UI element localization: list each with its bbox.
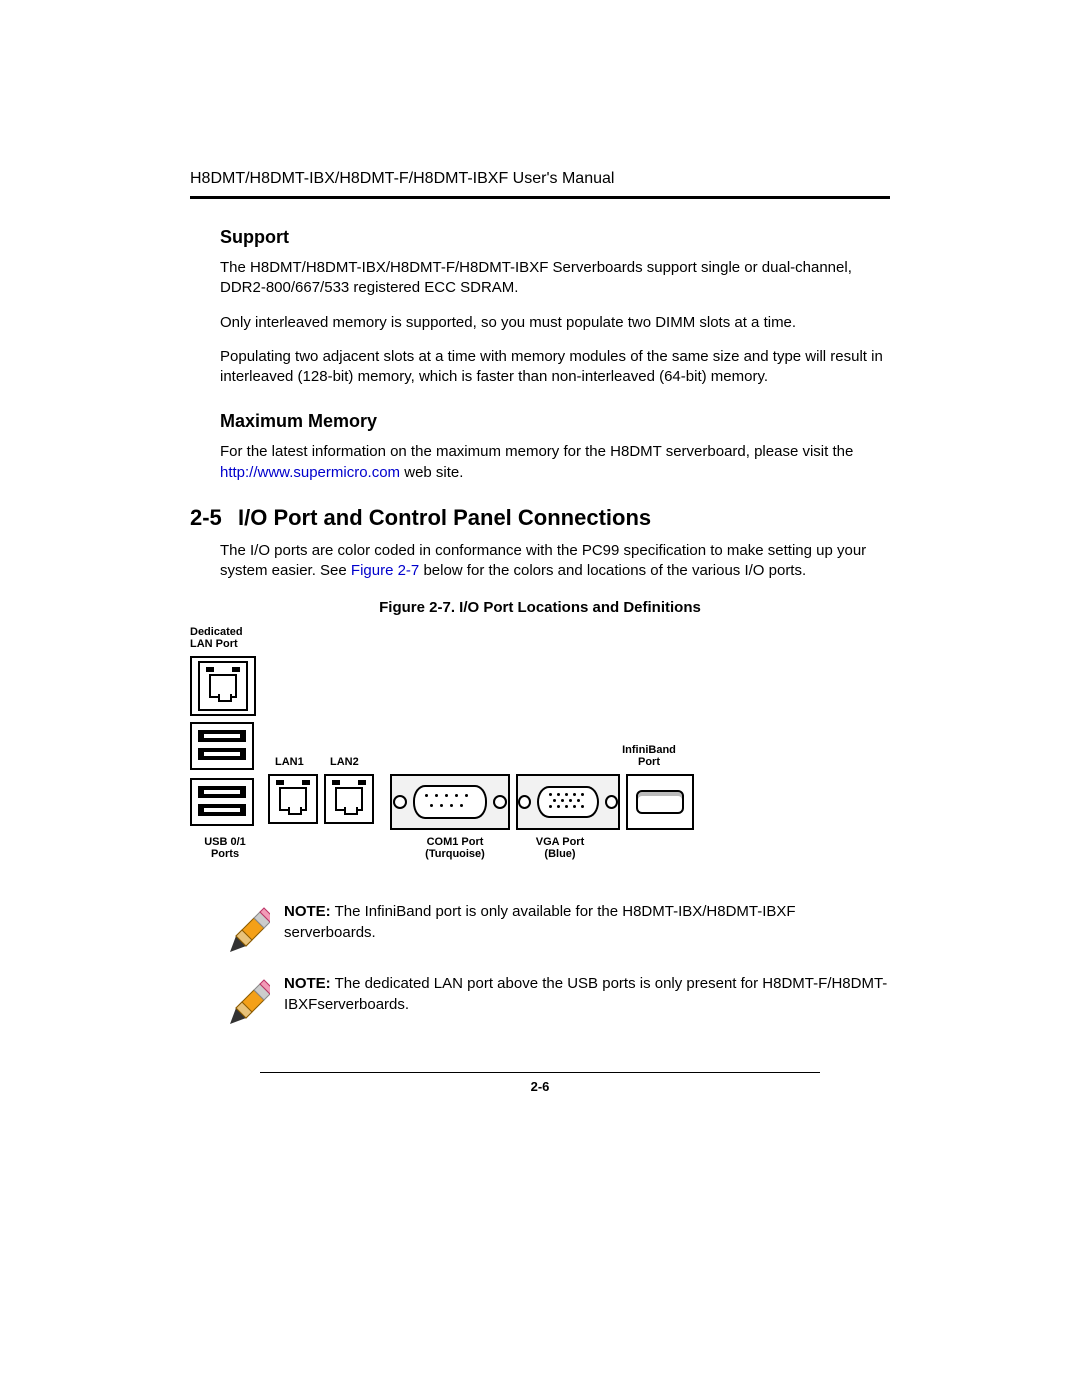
- pencil-icon: [220, 974, 270, 1030]
- vga-port: [516, 774, 620, 830]
- footer-rule: [260, 1072, 820, 1073]
- intro-text-b: below for the colors and locations of th…: [419, 562, 806, 579]
- com1-label: COM1 Port (Turquoise): [405, 836, 505, 860]
- note-1-prefix: NOTE:: [284, 903, 331, 920]
- com1-port: [390, 774, 510, 830]
- dedicated-lan-port: [190, 656, 256, 716]
- lan2-label: LAN2: [330, 756, 359, 768]
- supermicro-link[interactable]: http://www.supermicro.com: [220, 464, 400, 481]
- support-p1: The H8DMT/H8DMT-IBX/H8DMT-F/H8DMT-IBXF S…: [220, 258, 890, 299]
- section-number: 2-5: [190, 505, 238, 531]
- io-port-figure: Dedicated LAN Port LAN1 LAN2 InfiniBand …: [190, 626, 890, 886]
- lan1-label: LAN1: [275, 756, 304, 768]
- note-2-body: The dedicated LAN port above the USB por…: [284, 975, 887, 1012]
- maxmem-paragraph: For the latest information on the maximu…: [220, 442, 890, 483]
- usb-block-lower: [190, 778, 254, 826]
- usb-block-upper: [190, 722, 254, 770]
- support-heading: Support: [220, 227, 890, 248]
- manual-page: H8DMT/H8DMT-IBX/H8DMT-F/H8DMT-IBXF User'…: [180, 170, 900, 1154]
- note-1: NOTE: The InfiniBand port is only availa…: [220, 902, 890, 958]
- usb-label: USB 0/1 Ports: [190, 836, 260, 860]
- lan1-port: [268, 774, 318, 824]
- note-2: NOTE: The dedicated LAN port above the U…: [220, 974, 890, 1030]
- infiniband-label: InfiniBand Port: [614, 744, 684, 768]
- note-1-body: The InfiniBand port is only available fo…: [284, 903, 796, 940]
- note-1-text: NOTE: The InfiniBand port is only availa…: [284, 902, 890, 943]
- maxmem-heading: Maximum Memory: [220, 411, 890, 432]
- figure-caption: Figure 2-7. I/O Port Locations and Defin…: [190, 599, 890, 616]
- note-2-text: NOTE: The dedicated LAN port above the U…: [284, 974, 890, 1015]
- infiniband-port: [626, 774, 694, 830]
- maxmem-text-b: web site.: [400, 464, 463, 481]
- section-title: I/O Port and Control Panel Connections: [238, 505, 651, 531]
- page-number: 2-6: [190, 1079, 890, 1094]
- support-p3: Populating two adjacent slots at a time …: [220, 347, 890, 388]
- dedicated-lan-label: Dedicated LAN Port: [190, 626, 260, 650]
- support-p2: Only interleaved memory is supported, so…: [220, 313, 890, 333]
- lan2-port: [324, 774, 374, 824]
- figure-ref-link[interactable]: Figure 2-7: [351, 562, 419, 579]
- note-2-prefix: NOTE:: [284, 975, 331, 992]
- section-header: 2-5 I/O Port and Control Panel Connectio…: [190, 505, 890, 531]
- maxmem-text-a: For the latest information on the maximu…: [220, 443, 853, 460]
- vga-label: VGA Port (Blue): [520, 836, 600, 860]
- running-header: H8DMT/H8DMT-IBX/H8DMT-F/H8DMT-IBXF User'…: [190, 170, 890, 199]
- section-intro: The I/O ports are color coded in conform…: [220, 541, 890, 582]
- pencil-icon: [220, 902, 270, 958]
